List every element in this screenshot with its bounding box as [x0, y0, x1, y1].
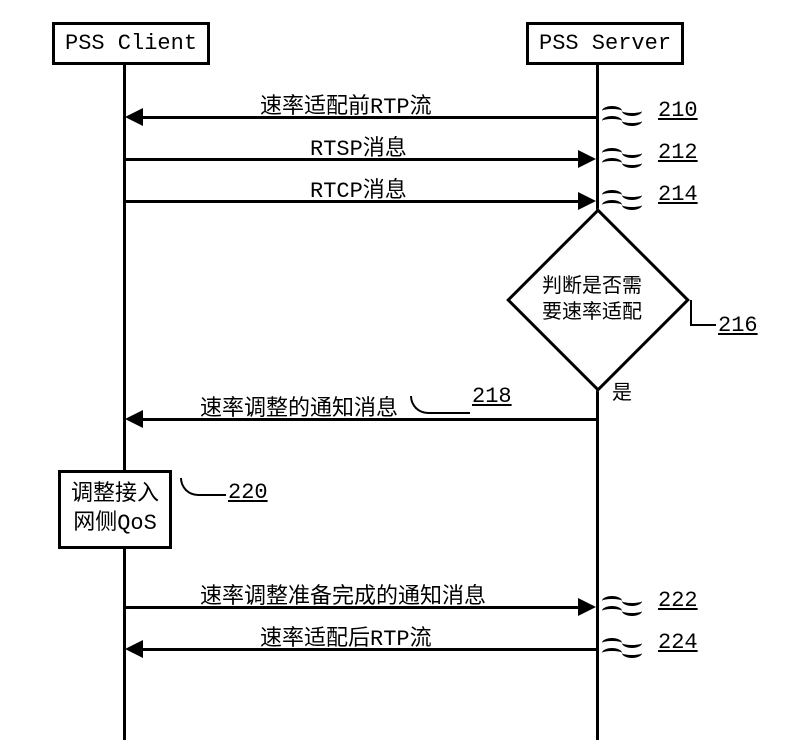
msg-214-arrow	[126, 200, 580, 203]
lifeline-client	[123, 64, 126, 740]
msg-224-arrowhead	[125, 640, 143, 658]
step-216: 216	[718, 313, 758, 338]
process-line2: 网侧QoS	[73, 511, 157, 536]
decision-yes: 是	[612, 376, 632, 406]
step-220: 220	[228, 480, 268, 505]
step-218: 218	[472, 384, 512, 409]
msg-210-arrow	[140, 116, 598, 119]
sequence-diagram: PSS Client PSS Server 速率适配前RTP流 210 RTSP…	[0, 0, 800, 744]
connector-216	[690, 300, 716, 326]
decision-line2: 要速率适配	[542, 302, 642, 325]
decision-line1: 判断是否需	[542, 276, 642, 299]
process-box: 调整接入 网侧QoS	[58, 470, 172, 549]
actor-server-label: PSS Server	[539, 31, 671, 56]
msg-218-arrowhead	[125, 410, 143, 428]
msg-222-arrowhead	[578, 598, 596, 616]
msg-212-arrowhead	[578, 150, 596, 168]
step-212: 212	[658, 140, 698, 165]
process-line1: 调整接入	[71, 482, 159, 507]
step-210: 210	[658, 98, 698, 123]
actor-client: PSS Client	[52, 22, 210, 65]
step-222: 222	[658, 588, 698, 613]
msg-218-arrow	[140, 418, 598, 421]
msg-224-arrow	[140, 648, 598, 651]
msg-210-arrowhead	[125, 108, 143, 126]
actor-client-label: PSS Client	[65, 31, 197, 56]
step-224: 224	[658, 630, 698, 655]
msg-212-arrow	[126, 158, 580, 161]
actor-server: PSS Server	[526, 22, 684, 65]
msg-214-arrowhead	[578, 192, 596, 210]
lifeline-server-lower	[596, 370, 599, 740]
step-214: 214	[658, 182, 698, 207]
decision-text: 判断是否需 要速率适配	[542, 275, 642, 327]
msg-222-arrow	[126, 606, 580, 609]
connector-220	[180, 478, 226, 496]
connector-218	[410, 396, 470, 414]
